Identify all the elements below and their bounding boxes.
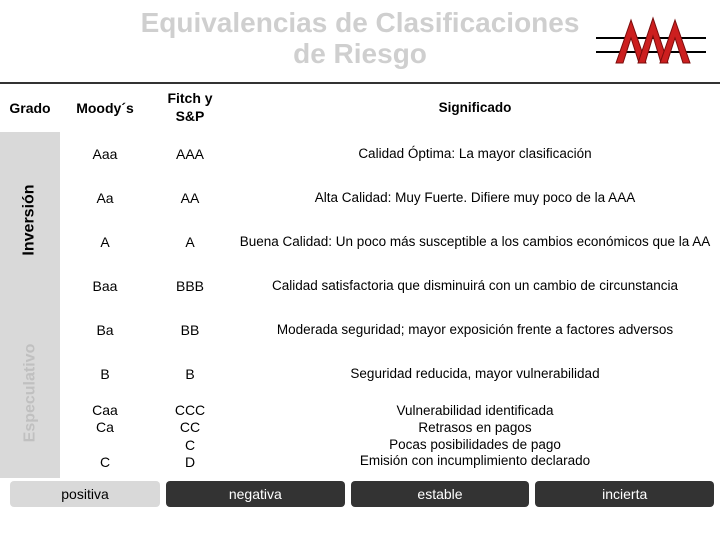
cell-sig-l1: Vulnerabilidad identificada — [360, 403, 590, 420]
cell-moodys: Caa Ca C — [60, 396, 150, 478]
group-label-inversion: Inversión — [0, 132, 60, 308]
cell-fitch: B — [150, 352, 230, 396]
cell-moodys-l3: C — [92, 454, 118, 472]
cell-fitch-l1: CCC — [175, 402, 205, 420]
group-label-especulativo: Especulativo — [0, 308, 60, 478]
table-header-row: Grado Moody´s Fitch y S&P Significado — [0, 84, 720, 132]
cell-fitch: BB — [150, 308, 230, 352]
cell-sig-l4: Emisión con incumplimiento declarado — [360, 453, 590, 470]
chip-negativa: negativa — [166, 481, 345, 507]
cell-moodys: Baa — [60, 264, 150, 308]
table-row: Aaa AAA Calidad Óptima: La mayor clasifi… — [60, 132, 720, 176]
cell-fitch: AA — [150, 176, 230, 220]
table-row: A A Buena Calidad: Un poco más susceptib… — [60, 220, 720, 264]
cell-moodys: Aa — [60, 176, 150, 220]
cell-fitch: BBB — [150, 264, 230, 308]
cell-fitch: A — [150, 220, 230, 264]
cell-moodys: B — [60, 352, 150, 396]
cell-sig: Moderada seguridad; mayor exposición fre… — [230, 308, 720, 352]
group-label-inversion-text: Inversión — [21, 184, 39, 255]
col-fitch: Fitch y S&P — [150, 84, 230, 132]
cell-moodys: Ba — [60, 308, 150, 352]
cell-fitch-l2: CC — [175, 419, 205, 437]
col-moodys: Moody´s — [60, 84, 150, 132]
chip-estable: estable — [351, 481, 530, 507]
table-row: B B Seguridad reducida, mayor vulnerabil… — [60, 352, 720, 396]
cell-fitch-l4: D — [175, 454, 205, 472]
group-inversion: Inversión Aaa AAA Calidad Óptima: La may… — [0, 132, 720, 308]
page-header: Equivalencias de Clasificaciones de Ries… — [0, 0, 720, 84]
cell-fitch-l3: C — [175, 437, 205, 455]
col-fitch-label: Fitch y S&P — [156, 90, 224, 125]
col-significado: Significado — [230, 84, 720, 132]
cell-sig: Calidad satisfactoria que disminuirá con… — [230, 264, 720, 308]
cell-sig: Vulnerabilidad identificada Retrasos en … — [230, 396, 720, 478]
footer-legend: positiva negativa estable incierta — [0, 478, 720, 510]
cell-sig: Seguridad reducida, mayor vulnerabilidad — [230, 352, 720, 396]
ratings-table: Grado Moody´s Fitch y S&P Significado In… — [0, 84, 720, 478]
table-row: Aa AA Alta Calidad: Muy Fuerte. Difiere … — [60, 176, 720, 220]
cell-sig-l3: Pocas posibilidades de pago — [360, 437, 590, 454]
cell-sig-l2: Retrasos en pagos — [360, 420, 590, 437]
cell-fitch: AAA — [150, 132, 230, 176]
aaa-logo — [596, 8, 706, 78]
cell-moodys-l1: Caa — [92, 402, 118, 420]
table-row: Baa BBB Calidad satisfactoria que dismin… — [60, 264, 720, 308]
cell-sig: Buena Calidad: Un poco más susceptible a… — [230, 220, 720, 264]
cell-moodys: Aaa — [60, 132, 150, 176]
cell-sig: Alta Calidad: Muy Fuerte. Difiere muy po… — [230, 176, 720, 220]
table-row: Caa Ca C CCC CC C D Vu — [60, 396, 720, 478]
col-grado: Grado — [0, 84, 60, 132]
group-label-especulativo-text: Especulativo — [21, 343, 39, 442]
cell-fitch: CCC CC C D — [150, 396, 230, 478]
chip-incierta: incierta — [535, 481, 714, 507]
table-row: Ba BB Moderada seguridad; mayor exposici… — [60, 308, 720, 352]
cell-moodys-l2: Ca — [92, 419, 118, 437]
group-especulativo: Especulativo Ba BB Moderada seguridad; m… — [0, 308, 720, 478]
chip-positiva: positiva — [10, 481, 160, 507]
cell-sig: Calidad Óptima: La mayor clasificación — [230, 132, 720, 176]
cell-moodys: A — [60, 220, 150, 264]
